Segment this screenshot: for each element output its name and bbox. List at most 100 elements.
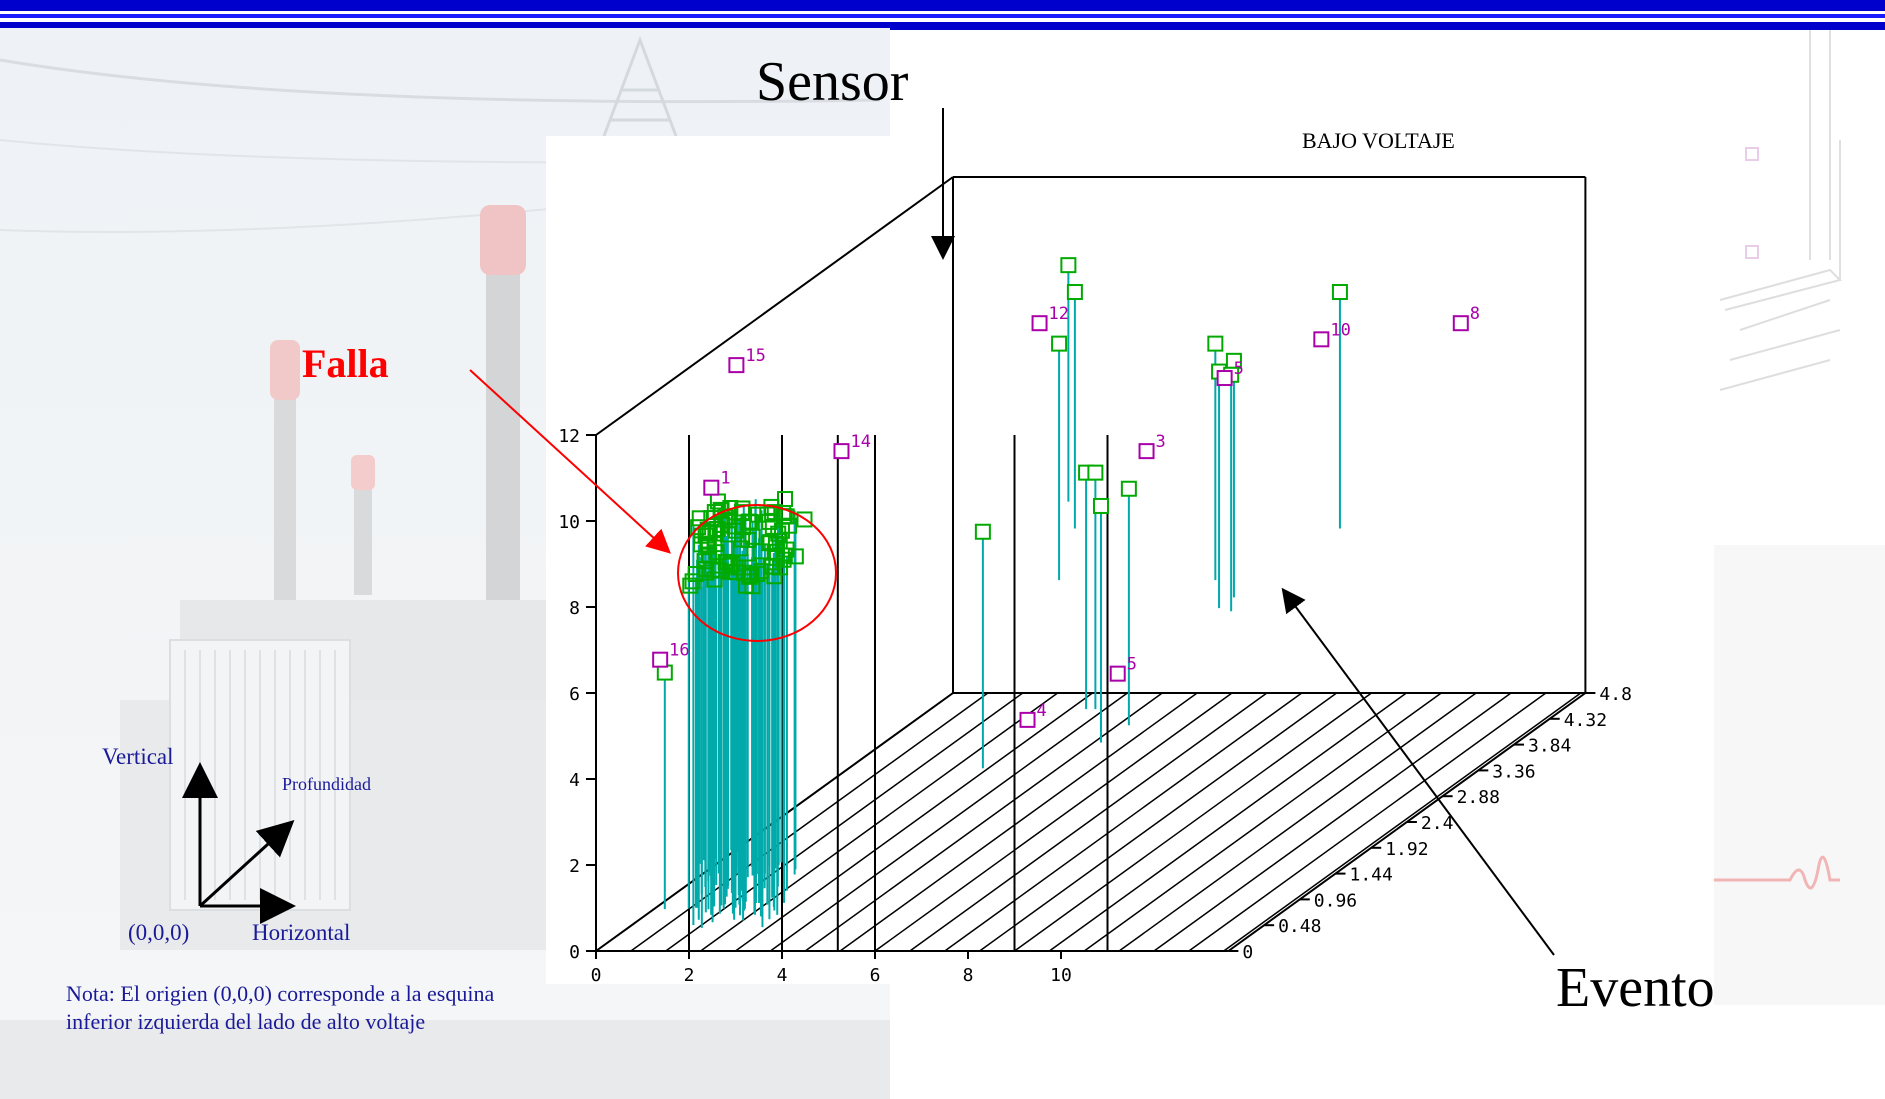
- event-marker: [1087, 464, 1104, 481]
- event-marker: [1051, 335, 1068, 352]
- cluster-event-marker: [764, 558, 781, 575]
- y-tick-label: 8: [569, 598, 580, 619]
- profundidad-axis-label: Profundidad: [282, 774, 371, 794]
- x-tick-label: 2: [684, 965, 695, 984]
- x-tick-label: 0: [591, 965, 602, 984]
- cluster-event-marker: [776, 547, 793, 564]
- cluster-event-marker: [737, 577, 754, 594]
- top-bar: [0, 0, 1885, 11]
- event-marker: [1060, 257, 1077, 274]
- floor-hatch-line: [874, 692, 1233, 952]
- floor-hatch-line: [979, 692, 1338, 952]
- sensor-marker: [1031, 315, 1048, 332]
- sensor-marker: [652, 651, 669, 668]
- floor-hatch-line: [804, 692, 1163, 952]
- cluster-event-marker: [717, 553, 734, 570]
- sensor-label: 14: [850, 432, 870, 452]
- sensor-label: Sensor: [756, 51, 909, 113]
- y-tick-label: 12: [558, 426, 580, 447]
- sensor-label: 5: [1234, 359, 1244, 379]
- floor-hatch-line: [735, 692, 1093, 952]
- y-tick-label: 6: [569, 684, 580, 705]
- z-tick-label: 2.88: [1457, 787, 1500, 808]
- sensor-label: 5: [1127, 655, 1137, 675]
- cluster-event-marker: [743, 514, 760, 531]
- cluster-event-marker: [706, 571, 723, 588]
- left-top-edge: [595, 176, 954, 436]
- origin-note: Nota: El origien (0,0,0) corresponde a l…: [66, 981, 495, 1034]
- vertical-axis-label: Vertical: [102, 744, 174, 769]
- x-tick-label: 4: [777, 965, 788, 984]
- cluster-event-marker: [743, 567, 760, 584]
- top-bar: [0, 14, 1885, 18]
- sensor-label: 16: [669, 641, 689, 661]
- cluster-event-marker: [693, 527, 710, 544]
- sensor-marker: [1019, 711, 1036, 728]
- event-marker: [974, 523, 991, 540]
- cluster-event-marker: [732, 540, 749, 557]
- floor-hatch-line: [665, 692, 1024, 952]
- floor-hatch-line: [1153, 692, 1512, 952]
- sensor-marker: [728, 357, 745, 374]
- sensor-label: 12: [1049, 304, 1069, 324]
- sensor-marker: [1216, 370, 1233, 387]
- falla-circle: [677, 504, 837, 642]
- cluster-event-marker: [759, 506, 776, 523]
- cluster-event-marker: [767, 536, 784, 553]
- cluster-event-marker: [741, 568, 758, 585]
- z-tick-label: 1.92: [1385, 839, 1428, 860]
- x-tick-label: 6: [870, 965, 881, 984]
- floor-hatch-line: [1223, 692, 1582, 952]
- floor-hatch-line: [1118, 692, 1477, 952]
- sensor-label: 3: [1156, 432, 1166, 452]
- ghost-plot: [1714, 30, 1885, 1005]
- y-tick-label: 0: [569, 942, 580, 963]
- z-tick-label: 1.44: [1350, 865, 1393, 886]
- y-tick-label: 2: [569, 856, 580, 877]
- z-tick-label: 4.8: [1599, 684, 1632, 705]
- cluster-event-marker: [687, 566, 704, 583]
- top-bar: [0, 22, 1885, 30]
- z-tick-label: 3.36: [1492, 761, 1535, 782]
- sensor-marker: [833, 443, 850, 460]
- x-tick-label: 8: [963, 965, 974, 984]
- sensor-marker: [1109, 665, 1126, 682]
- sensor-label: 8: [1470, 304, 1480, 324]
- sensor-marker: [1138, 443, 1155, 460]
- floor-hatch-line: [630, 692, 989, 952]
- sensor-label: 1: [720, 469, 730, 489]
- y-tick-label: 10: [558, 512, 580, 533]
- cluster-event-marker: [701, 547, 718, 564]
- event-marker: [1331, 284, 1348, 301]
- cluster-event-marker: [734, 531, 751, 548]
- origin-label: (0,0,0): [128, 920, 190, 945]
- sensor-label: 10: [1330, 320, 1350, 340]
- falla-label: Falla: [302, 341, 389, 386]
- chart-3d: 0 2 4 6 8 10 12 0 2 4 6 8 10 0 0.48 0.96 1.44 1.92 2.42.88…: [558, 1, 1632, 986]
- floor-hatch-line: [1188, 692, 1547, 952]
- floor-hatch-line: [1083, 692, 1442, 952]
- z-tick-label: 0.96: [1314, 890, 1357, 911]
- floor-hatch-line: [944, 692, 1303, 952]
- cluster-event-marker: [766, 568, 783, 585]
- sensor-label: 4: [1037, 701, 1047, 721]
- cluster-event-marker: [690, 519, 707, 536]
- z-tick-label: 4.32: [1564, 710, 1607, 731]
- sensor-marker: [703, 479, 720, 496]
- cluster-event-marker: [722, 499, 739, 516]
- event-marker: [1120, 480, 1137, 497]
- chart-panel: BAJO VOLTAJE 0 2 4 6 8 10 12 0 2 4 6 8 10 0 0.48 0.96 1.…: [546, 1, 1714, 986]
- evento-arrow: [1281, 587, 1555, 956]
- event-marker: [1207, 335, 1224, 352]
- depth-axis-arrow: [198, 819, 295, 908]
- x-tick-label: 10: [1050, 965, 1072, 984]
- chart-title: BAJO VOLTAJE: [1302, 128, 1455, 153]
- z-tick-label: 2.4: [1421, 813, 1454, 834]
- cluster-event-marker: [775, 505, 792, 522]
- floor-hatch-line: [909, 692, 1268, 952]
- evento-label: Evento: [1556, 957, 1715, 1019]
- horizontal-axis-label: Horizontal: [252, 920, 351, 945]
- cluster-event-marker: [708, 521, 725, 538]
- event-marker: [1092, 497, 1109, 514]
